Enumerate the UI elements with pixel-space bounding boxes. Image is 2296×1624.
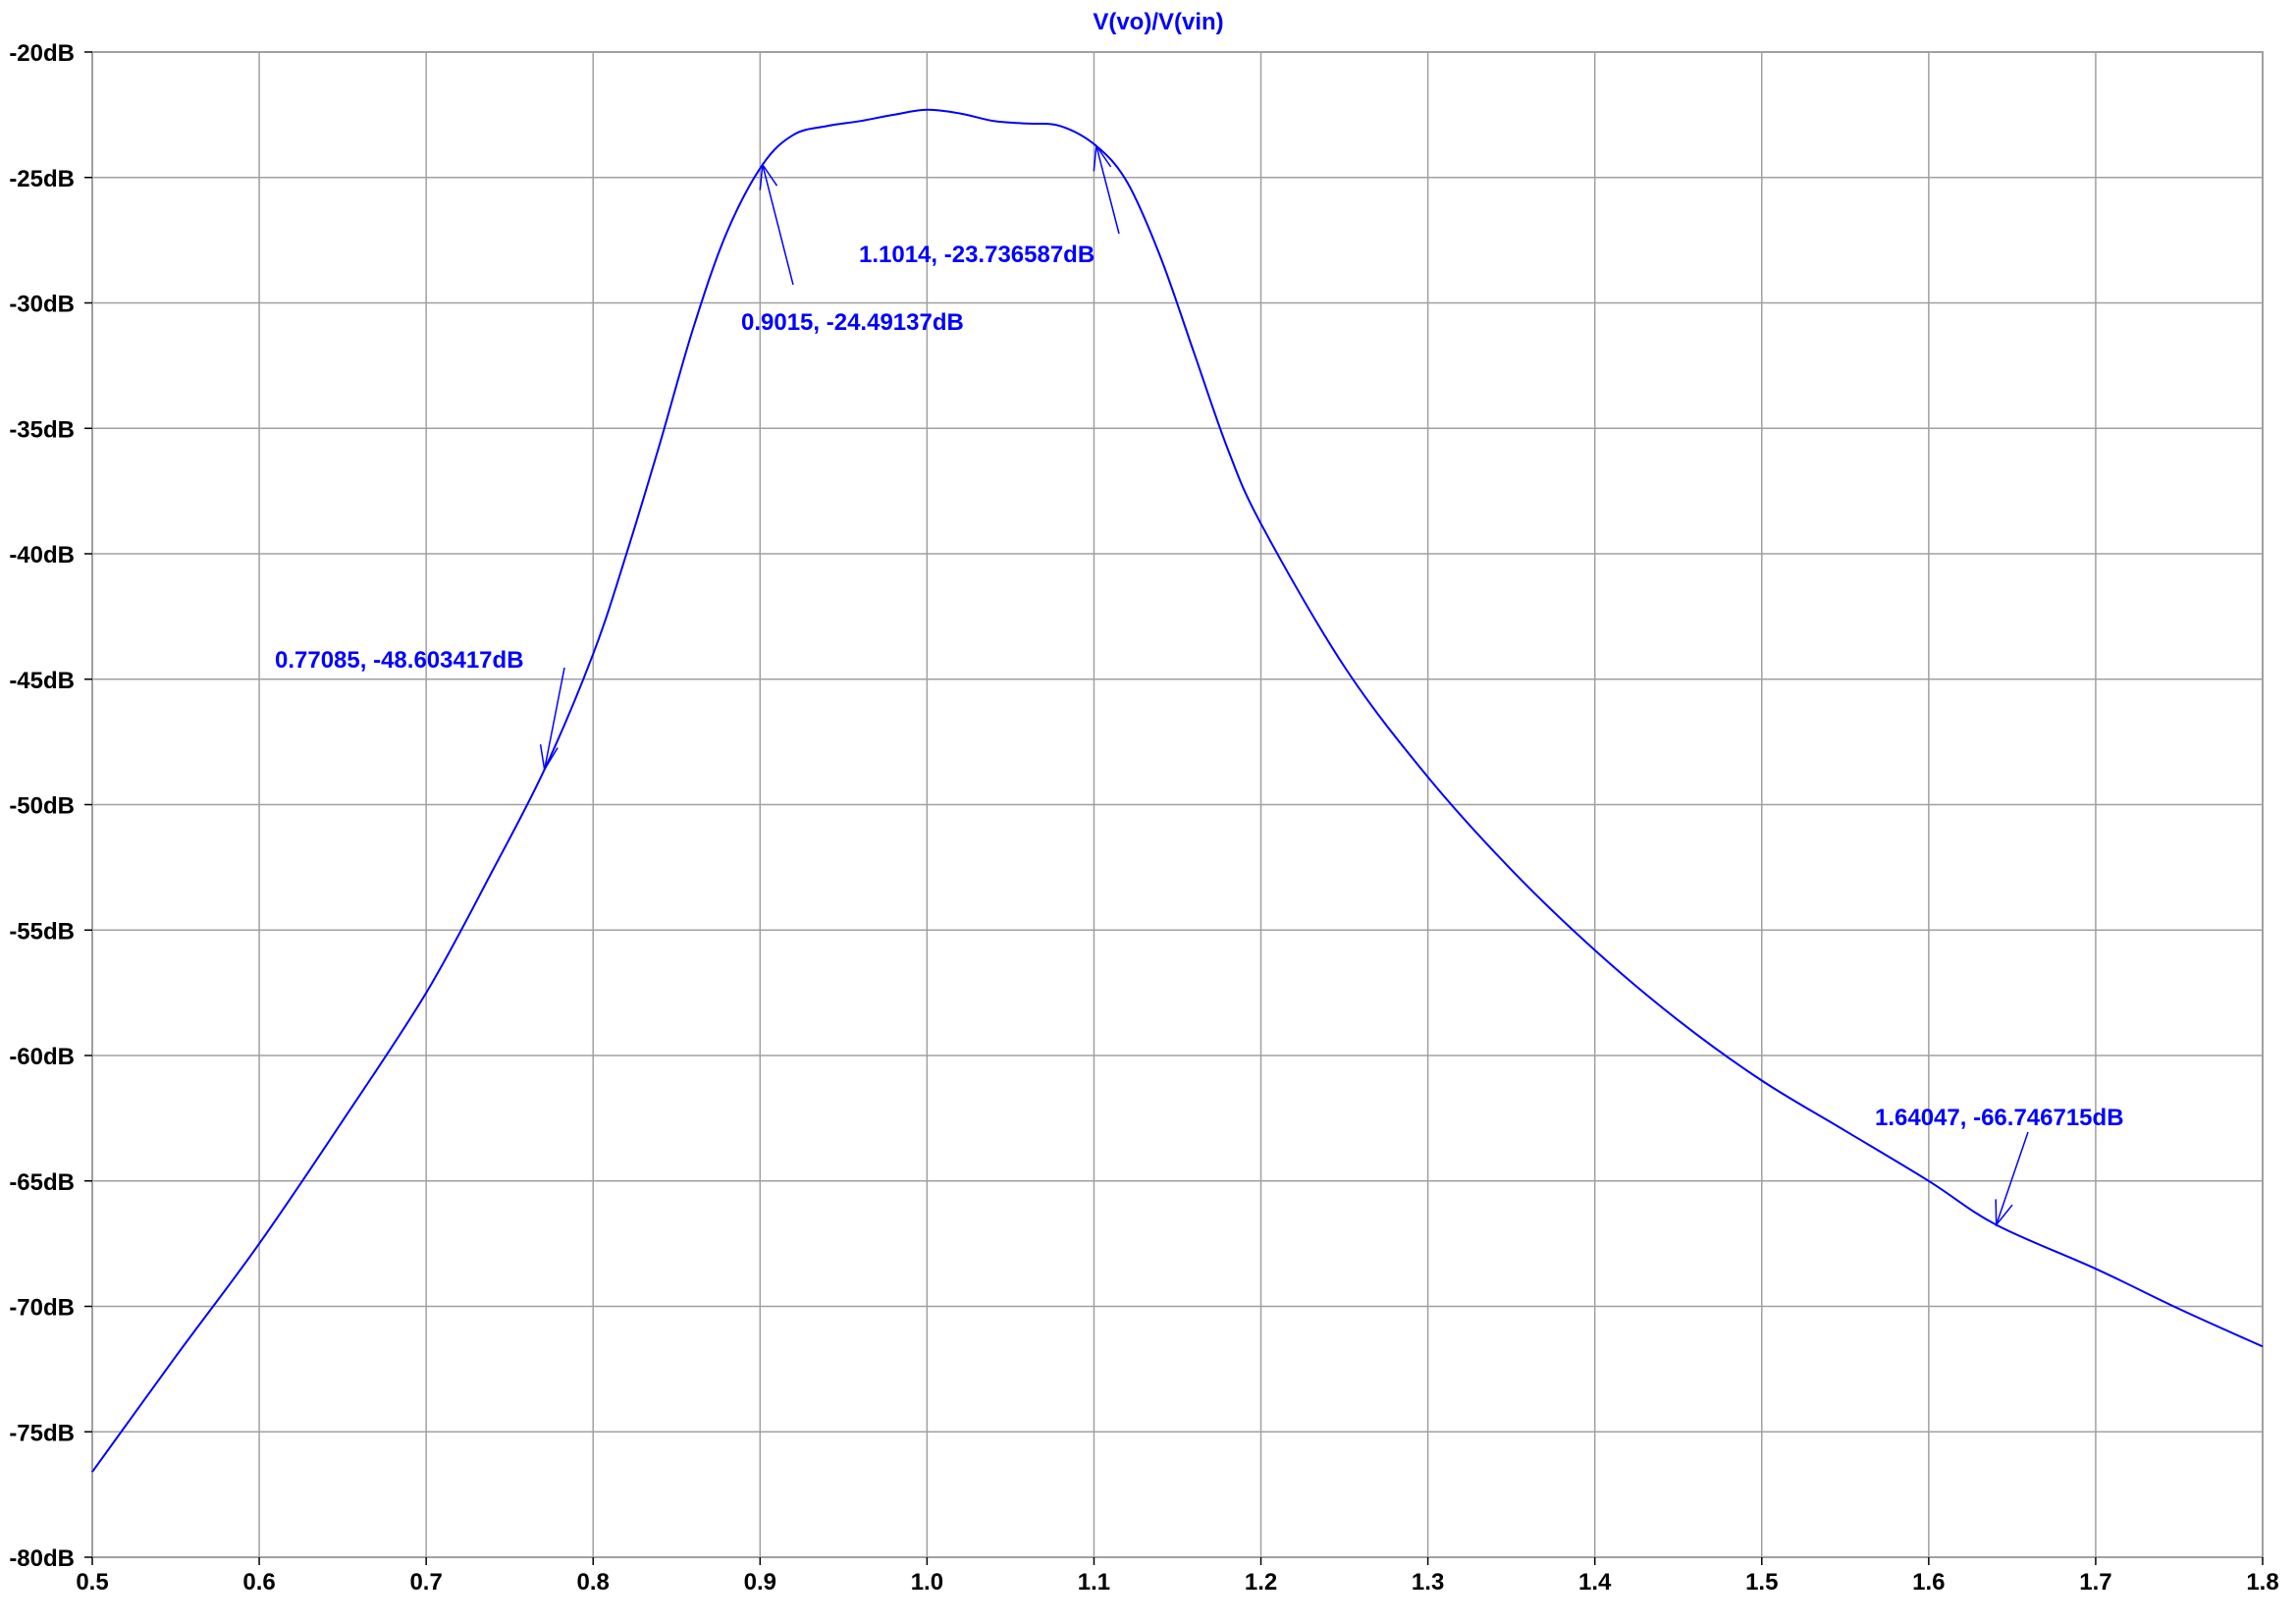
x-tick-label: 1.3: [1412, 1569, 1444, 1596]
x-tick-label: 1.2: [1245, 1569, 1277, 1596]
y-tick-label: -30dB: [9, 292, 75, 318]
x-tick-label: 0.5: [76, 1569, 108, 1596]
y-tick-label: -50dB: [9, 793, 75, 820]
y-tick-label: -70dB: [9, 1295, 75, 1322]
annotation-arrow-head: [759, 162, 778, 190]
chart-title: V(vo)/V(vin): [1093, 9, 1223, 35]
annotation-label: 1.64047, -66.746715dB: [1875, 1105, 2124, 1131]
y-tick-label: -55dB: [9, 918, 75, 945]
y-tick-label: -45dB: [9, 668, 75, 694]
annotation-arrow-shaft: [1095, 145, 1120, 235]
x-tick-label: 1.7: [2079, 1569, 2111, 1596]
x-tick-label: 1.1: [1078, 1569, 1110, 1596]
y-tick-label: -20dB: [9, 40, 75, 67]
transfer-function-trace: [91, 108, 2264, 1473]
y-tick-label: -80dB: [9, 1545, 75, 1572]
cursor-annotation: 0.9015, -24.49137dB: [741, 162, 964, 336]
y-tick-label: -25dB: [9, 166, 75, 192]
cursor-annotation: 0.77085, -48.603417dB: [275, 647, 565, 772]
y-tick-label: -40dB: [9, 542, 75, 568]
cursor-annotation: 1.1014, -23.736587dB: [859, 143, 1120, 268]
cursor-annotation: 1.64047, -66.746715dB: [1875, 1105, 2124, 1227]
y-tick-label: -65dB: [9, 1169, 75, 1196]
x-tick-label: 0.9: [744, 1569, 776, 1596]
annotation-label: 1.1014, -23.736587dB: [859, 242, 1095, 268]
tick-labels: 0.5 0.6 0.7 0.8 0.9 1.0 1.1 1.2 1.3 1.4 1.5 1.6 1.7 1…: [9, 40, 2278, 1596]
y-tick-label: -60dB: [9, 1044, 75, 1070]
annotation-arrow-shaft: [1995, 1131, 2029, 1225]
x-tick-label: 1.6: [1912, 1569, 1945, 1596]
annotation-arrow-shaft: [762, 164, 794, 286]
x-tick-label: 1.4: [1578, 1569, 1612, 1596]
annotation-arrow-head: [1995, 1199, 2013, 1227]
grid: [91, 51, 2264, 1558]
x-tick-label: 0.7: [409, 1569, 442, 1596]
x-tick-label: 1.8: [2246, 1569, 2278, 1596]
y-tick-label: -35dB: [9, 416, 75, 443]
x-tick-label: 1.0: [911, 1569, 943, 1596]
annotation-label: 0.77085, -48.603417dB: [275, 647, 524, 674]
annotation-label: 0.9015, -24.49137dB: [741, 309, 964, 336]
x-tick-label: 0.8: [577, 1569, 610, 1596]
y-tick-label: -75dB: [9, 1420, 75, 1446]
x-tick-label: 0.6: [242, 1569, 275, 1596]
x-tick-label: 1.5: [1745, 1569, 1778, 1596]
annotation-arrow-head: [539, 744, 559, 772]
annotation-arrow-shaft: [543, 667, 565, 770]
cursor-annotations: 0.77085, -48.603417dB 0.9015, -24.49137dB…: [275, 143, 2124, 1227]
annotation-arrow-head: [1093, 143, 1112, 172]
